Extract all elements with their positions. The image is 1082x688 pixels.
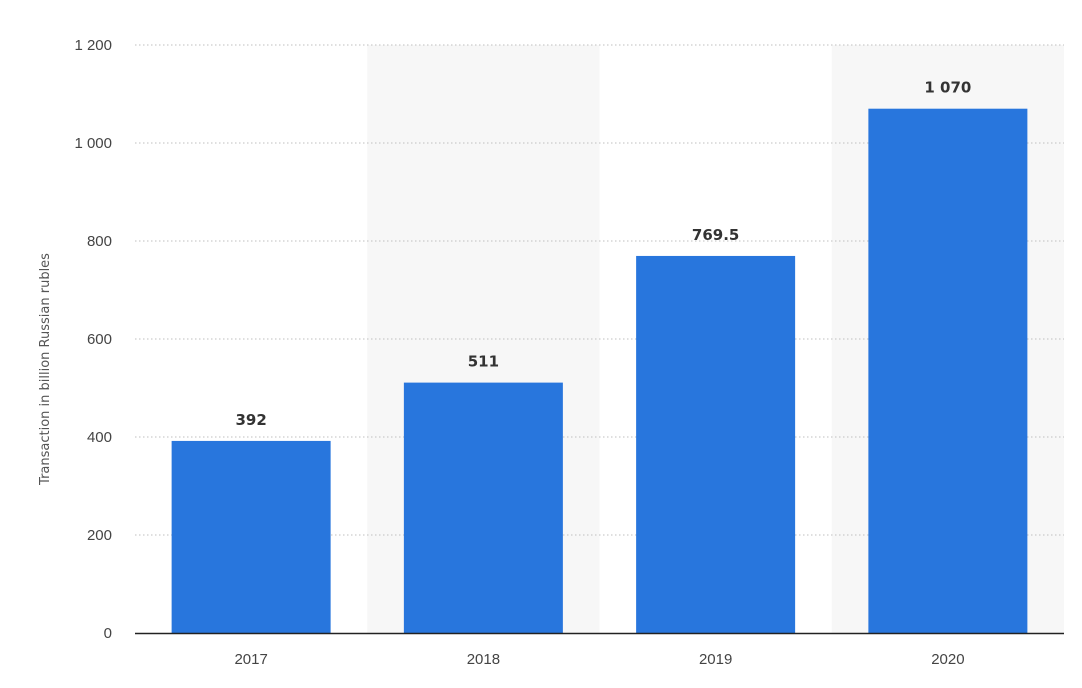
x-tick-label-2017: 2017	[234, 651, 267, 668]
y-axis-label: Transaction in billion Russian rubles	[38, 253, 53, 486]
y-tick-label: 400	[87, 429, 112, 446]
y-tick-label: 600	[87, 331, 112, 348]
y-tick-label: 1 200	[74, 37, 112, 54]
grid-lines	[135, 44, 1064, 536]
y-tick-label: 800	[87, 233, 112, 250]
data-label-2018: 511	[468, 353, 499, 371]
data-label-2020: 1 070	[924, 79, 971, 97]
bar-2020[interactable]	[868, 108, 1028, 633]
y-tick-label: 1 000	[74, 135, 112, 152]
data-labels: 392 511 769.5 1 070	[235, 79, 971, 429]
y-axis-ticks: 0 200 400 600 800 1 000 1 200	[74, 37, 112, 642]
x-tick-label-2018: 2018	[467, 651, 500, 668]
y-tick-label: 0	[104, 625, 112, 642]
bar-2018[interactable]	[403, 382, 563, 633]
bar-2017[interactable]	[171, 440, 331, 633]
x-tick-label-2019: 2019	[699, 651, 732, 668]
bars	[171, 108, 1028, 633]
data-label-2017: 392	[235, 411, 266, 429]
x-axis-ticks: 2017 2018 2019 2020	[234, 651, 964, 668]
y-tick-label: 200	[87, 527, 112, 544]
data-label-2019: 769.5	[692, 226, 739, 244]
x-tick-label-2020: 2020	[931, 651, 964, 668]
bar-2019[interactable]	[636, 255, 796, 633]
